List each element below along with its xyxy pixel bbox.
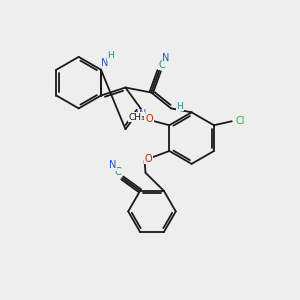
Text: N: N xyxy=(109,160,116,170)
Text: O: O xyxy=(146,114,153,124)
Text: N: N xyxy=(101,58,109,68)
Text: C: C xyxy=(159,60,166,70)
Text: N: N xyxy=(139,109,146,119)
Text: O: O xyxy=(145,154,152,164)
Text: N: N xyxy=(162,53,170,63)
Text: CH₃: CH₃ xyxy=(128,113,145,122)
Text: C: C xyxy=(115,167,122,177)
Text: H: H xyxy=(177,102,183,111)
Text: H: H xyxy=(107,51,114,60)
Text: Cl: Cl xyxy=(236,116,245,126)
